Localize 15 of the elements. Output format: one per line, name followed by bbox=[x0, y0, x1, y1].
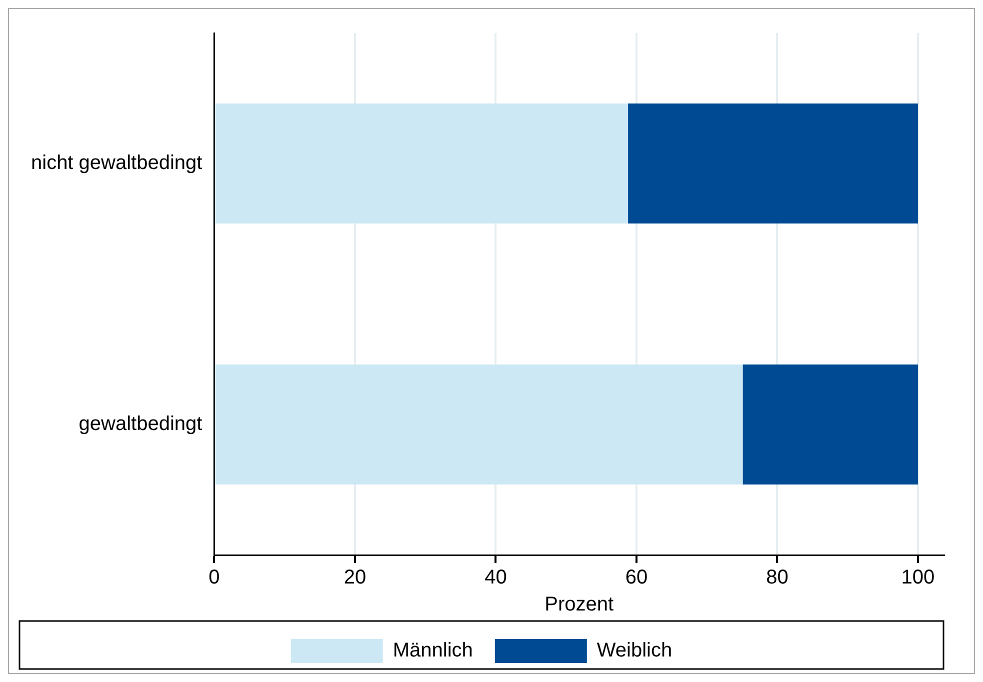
x-tick-label: 80 bbox=[766, 566, 788, 589]
bar bbox=[628, 103, 918, 224]
bar bbox=[742, 364, 918, 485]
bar bbox=[215, 103, 628, 224]
bar bbox=[215, 364, 743, 485]
x-tick-label: 20 bbox=[344, 566, 366, 589]
x-tick-label: 60 bbox=[625, 566, 648, 589]
y-tick-label: gewaltbedingt bbox=[78, 413, 203, 436]
x-tick-label: 0 bbox=[208, 566, 220, 589]
x-axis-title: Prozent bbox=[544, 594, 614, 616]
legend-label: Männlich bbox=[392, 640, 473, 662]
x-tick-label: 100 bbox=[901, 566, 935, 589]
y-tick-label: nicht gewaltbedingt bbox=[30, 152, 203, 174]
x-tick-label: 40 bbox=[484, 566, 507, 589]
legend-label: Weiblich bbox=[596, 640, 672, 662]
